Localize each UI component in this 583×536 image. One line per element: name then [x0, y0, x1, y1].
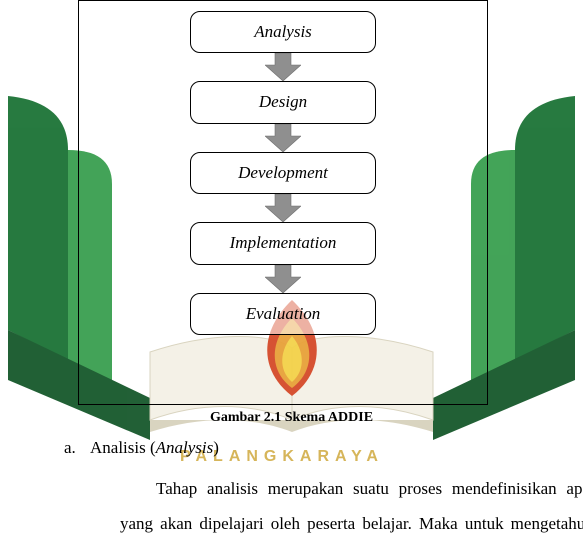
list-heading-close: ): [213, 438, 219, 457]
node-evaluation: Evaluation: [190, 293, 376, 335]
node-design: Design: [190, 81, 376, 123]
diagram-frame: Analysis Design Development Implementati…: [78, 0, 488, 405]
list-item-a: a.Analisis (Analysis): [64, 438, 219, 458]
node-analysis: Analysis: [190, 11, 376, 53]
body-paragraph-text: Tahap analisis merupakan suatu proses me…: [120, 472, 583, 536]
node-implementation: Implementation: [190, 222, 376, 264]
body-paragraph: Tahap analisis merupakan suatu proses me…: [120, 472, 583, 536]
arrow-4: [265, 265, 301, 293]
list-heading-plain: Analisis (: [90, 438, 156, 457]
arrow-2: [265, 124, 301, 152]
list-marker: a.: [64, 438, 90, 458]
figure-caption: Gambar 2.1 Skema ADDIE: [0, 410, 583, 426]
arrow-1: [265, 53, 301, 81]
list-heading-italic: Analysis: [156, 438, 214, 457]
flowchart: Analysis Design Development Implementati…: [183, 11, 383, 335]
node-development: Development: [190, 152, 376, 194]
arrow-3: [265, 194, 301, 222]
